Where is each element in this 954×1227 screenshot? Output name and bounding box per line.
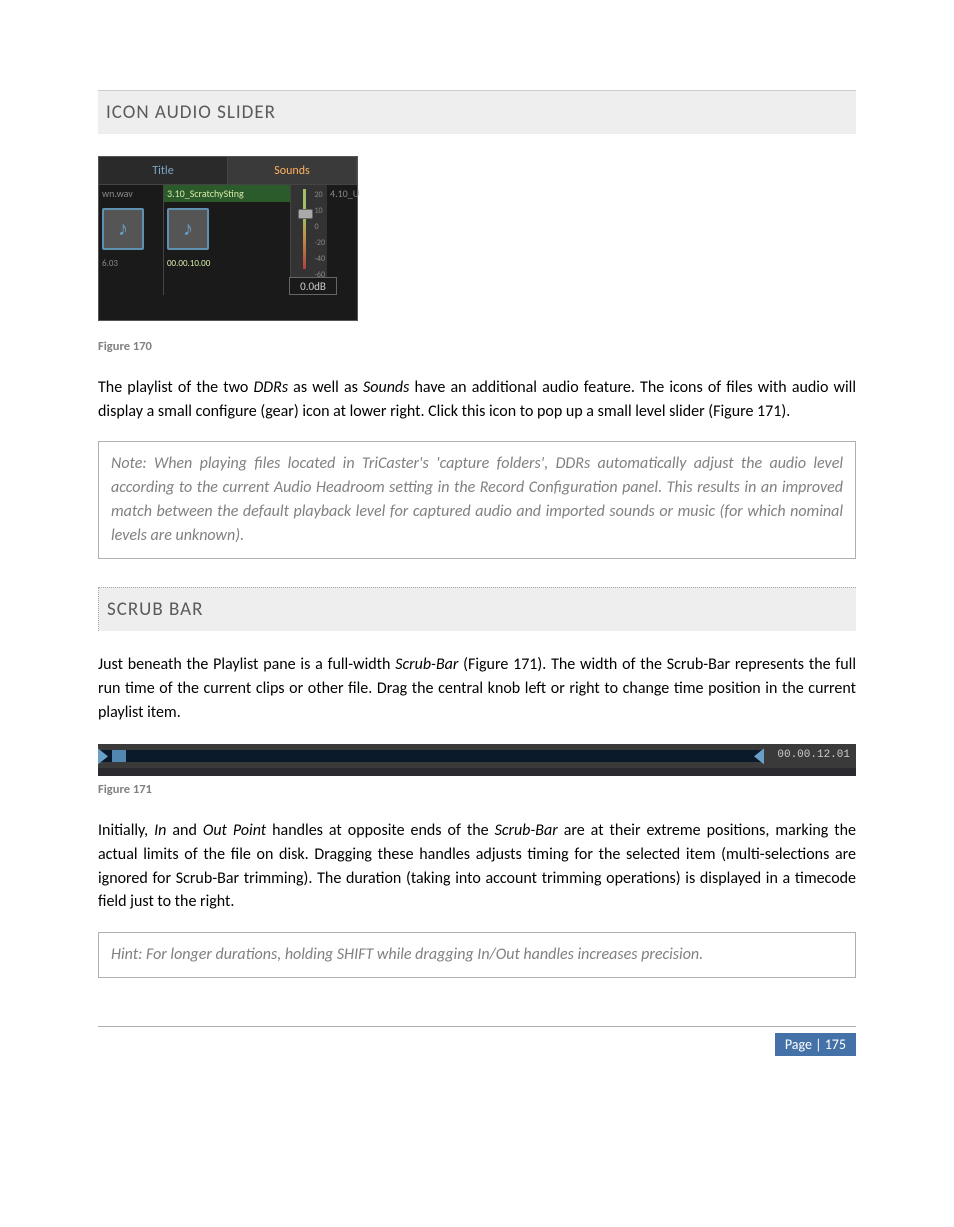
- paragraph-2: Just beneath the Playlist pane is a full…: [98, 653, 856, 724]
- clip-left: wn.wav ♪ 6.03: [99, 185, 163, 295]
- page-number-badge: Page | 175: [775, 1033, 856, 1056]
- scrub-bottom-strip: [98, 768, 856, 776]
- level-scale: 20 10 0 -20 -40 -60: [314, 187, 325, 283]
- filename-left: wn.wav: [99, 185, 163, 202]
- screenshot-scrub-bar: 00.00.12.01: [98, 744, 856, 776]
- paragraph-1: The playlist of the two DDRs as well as …: [98, 376, 856, 423]
- tab-row: Title Sounds: [99, 157, 357, 185]
- db-readout: 0.0dB: [289, 277, 337, 295]
- screenshot-audio-slider: Title Sounds wn.wav ♪ 6.03 3.10_Scratchy…: [98, 156, 358, 321]
- scrub-track[interactable]: [100, 750, 764, 762]
- scrub-timecode: 00.00.12.01: [777, 749, 850, 761]
- wave-icon: ♪: [183, 217, 193, 241]
- paragraph-3: Initially, In and Out Point handles at o…: [98, 819, 856, 914]
- heading-scrub-bar: SCRUB BAR: [98, 587, 856, 631]
- figure-caption-171: Figure 171: [98, 782, 856, 797]
- filename-far: 4.10_U: [327, 185, 359, 202]
- thumb-left: ♪: [102, 208, 144, 250]
- thumb-mid: ♪: [167, 208, 209, 250]
- tab-title[interactable]: Title: [99, 157, 228, 184]
- level-slider[interactable]: [303, 189, 306, 269]
- heading-icon-audio-slider: ICON AUDIO SLIDER: [98, 90, 856, 134]
- clip-mid[interactable]: 3.10_ScratchySting ♪ 00.00.10.00: [163, 185, 291, 295]
- figure-caption-170: Figure 170: [98, 339, 856, 354]
- timecode-left: 6.03: [99, 256, 163, 271]
- wave-icon: ♪: [118, 217, 128, 241]
- filename-mid: 3.10_ScratchySting: [164, 185, 290, 202]
- page-footer: Page | 175: [98, 1026, 856, 1056]
- hint-box: Hint: For longer durations, holding SHIF…: [98, 932, 856, 978]
- scrub-knob[interactable]: [112, 750, 126, 762]
- tab-sounds[interactable]: Sounds: [228, 157, 357, 184]
- timecode-mid: 00.00.10.00: [164, 256, 290, 271]
- note-box-1: Note: When playing files located in TriC…: [98, 441, 856, 559]
- footer-rule: [98, 1026, 856, 1027]
